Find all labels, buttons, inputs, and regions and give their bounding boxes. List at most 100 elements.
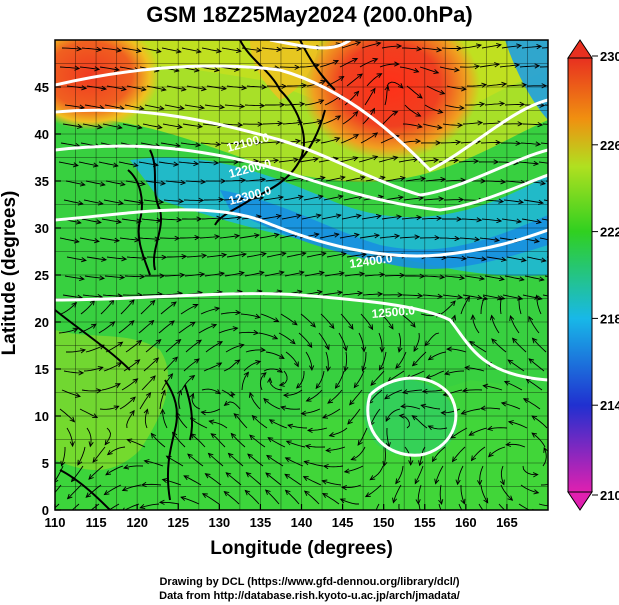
streamline [401,216,422,220]
credit-data: Data from http://database.rish.kyoto-u.a… [159,590,460,602]
streamline-arrow [306,427,313,434]
contour-label: 12500.0 [371,303,416,321]
streamline [127,439,146,448]
streamline-arrow [229,391,236,397]
streamline [204,272,225,277]
streamline [286,440,306,448]
streamline [71,503,80,510]
streamline-arrow [482,383,489,389]
streamline [198,161,219,164]
streamline-arrow [60,460,66,467]
streamline [322,493,340,505]
streamline-arrow [416,214,423,221]
streamline-arrow [175,338,182,345]
streamline-arrow [143,408,149,415]
streamline [318,157,338,163]
streamline-arrow [496,217,503,224]
streamline [206,85,227,90]
streamline-arrow [273,232,280,238]
streamline-arrow [494,62,501,68]
streamline [184,104,205,109]
streamline-arrow [214,306,221,312]
streamline-arrow [140,481,147,488]
streamline [528,358,545,372]
streamline [141,218,162,222]
streamline [342,292,363,296]
streamline [306,389,323,402]
streamline-arrow [307,342,313,349]
streamline-arrow [500,179,507,185]
streamline-arrow [507,420,514,426]
streamline-arrow [455,139,462,145]
streamline-arrow [238,196,245,202]
streamline [263,368,283,373]
x-tick-label: 125 [167,515,189,530]
streamline [81,389,102,392]
streamline [144,409,148,429]
streamline-arrow [249,434,255,440]
streamline-arrow [540,257,547,263]
streamline [421,217,442,220]
streamline-arrow [97,366,104,372]
streamline [344,465,364,473]
streamline [542,123,548,125]
streamline [487,427,508,430]
streamline-arrow [456,216,463,222]
streamline [181,47,201,53]
streamline [507,359,525,372]
streamline-arrow [278,381,285,387]
streamline [414,465,424,484]
streamline [287,84,307,87]
streamline [503,199,524,203]
streamline [424,104,443,113]
streamline [523,398,541,410]
streamline-arrow [129,299,135,305]
streamline [239,234,260,239]
streamline-arrow [322,413,329,419]
streamline [283,389,303,396]
streamline [262,122,283,125]
streamline [339,58,358,68]
streamline [402,389,423,394]
streamline-arrow [398,413,405,419]
streamline [246,85,267,88]
streamline-arrow [173,161,180,167]
streamline [406,85,423,99]
streamline-arrow [379,175,386,181]
streamline-arrow [215,141,222,147]
streamline [362,293,383,296]
streamline [343,195,363,201]
streamline [200,142,221,145]
streamline [486,83,507,87]
streamline [464,275,485,280]
streamline-arrow [475,43,483,49]
streamline-arrow [528,358,535,364]
streamline [200,307,220,315]
streamline-arrow [537,199,545,205]
streamline [164,274,185,277]
streamline [501,142,521,144]
streamline-arrow [450,300,456,307]
y-tick-label: 45 [35,80,49,95]
streamline-arrow [233,413,240,419]
streamline [296,371,305,389]
streamline-arrow [200,86,207,92]
x-axis-ticks: 110 115 120 125 130 135 140 145 150 155 160 165 [45,504,518,530]
streamline [443,389,463,396]
streamline-arrow [554,239,559,243]
streamline [441,47,462,49]
streamline-arrow [189,374,196,381]
streamline [353,370,365,388]
streamline-arrow [309,365,315,372]
streamline-arrow [214,234,221,240]
streamline [412,415,428,429]
streamline [264,271,284,277]
streamline [384,274,405,277]
streamline-arrow [310,322,316,328]
streamline [452,446,466,462]
streamline-arrow [100,85,108,91]
streamline-arrow [172,356,179,363]
streamline [399,415,410,429]
x-tick-label: 135 [250,515,272,530]
streamline-arrow [394,61,400,67]
